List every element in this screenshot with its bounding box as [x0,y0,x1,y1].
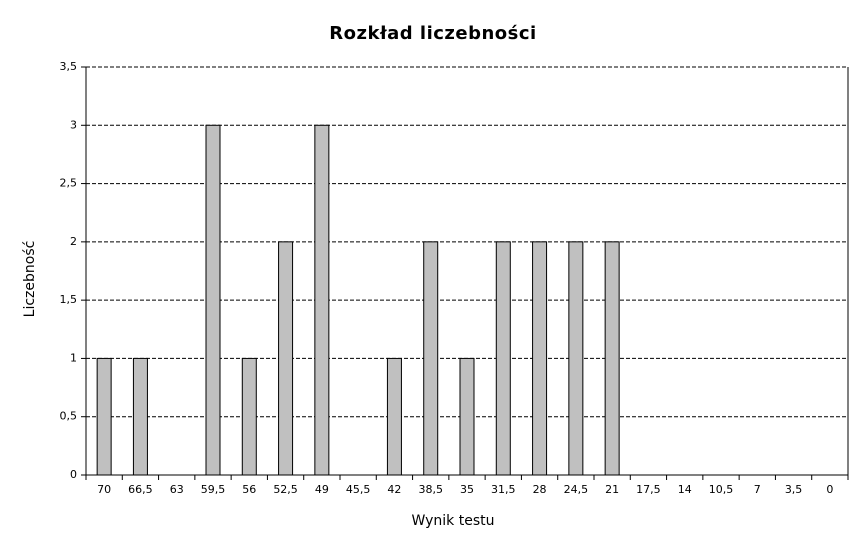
bar [241,357,257,476]
x-tick-label: 38,5 [418,483,443,496]
y-tick-label: 0 [70,468,77,481]
x-tick-label: 0 [826,483,833,496]
y-tick-label: 1 [70,351,77,364]
x-tick-label: 10,5 [709,483,734,496]
x-tick-label: 7 [754,483,761,496]
y-tick-label: 2 [70,235,77,248]
y-tick-label: 1,5 [60,293,78,306]
y-tick-label: 3,5 [60,60,78,73]
x-tick-label: 56 [242,483,256,496]
x-tick-label: 31,5 [491,483,516,496]
y-tick-label: 3 [70,118,77,131]
bar [205,124,221,476]
x-tick-label: 66,5 [128,483,153,496]
x-tick-label: 24,5 [564,483,589,496]
bar [423,241,439,476]
y-axis-title: Liczebność [22,241,38,318]
x-tick-label: 28 [533,483,547,496]
bar [568,241,584,476]
x-tick-label: 3,5 [785,483,803,496]
bar [532,241,548,476]
chart-title: Rozkład liczebności [329,23,536,44]
x-tick-label: 63 [170,483,184,496]
x-tick-label: 42 [387,483,401,496]
bar [386,357,402,476]
x-tick-label: 52,5 [273,483,298,496]
x-tick-label: 49 [315,483,329,496]
bar [604,241,620,476]
bar [314,124,330,476]
x-tick-label: 21 [605,483,619,496]
x-tick-label: 14 [678,483,692,496]
x-tick-label: 70 [97,483,111,496]
bar [459,357,475,476]
x-axis-title: Wynik testu [412,513,495,529]
x-tick-label: 45,5 [346,483,371,496]
y-tick-label: 2,5 [60,177,78,190]
bar [96,357,112,476]
x-tick-label: 35 [460,483,474,496]
y-tick-label: 0,5 [60,410,78,423]
x-tick-label: 59,5 [201,483,226,496]
bar [132,357,148,476]
bar [495,241,511,476]
x-tick-label: 17,5 [636,483,661,496]
bar [278,241,294,476]
